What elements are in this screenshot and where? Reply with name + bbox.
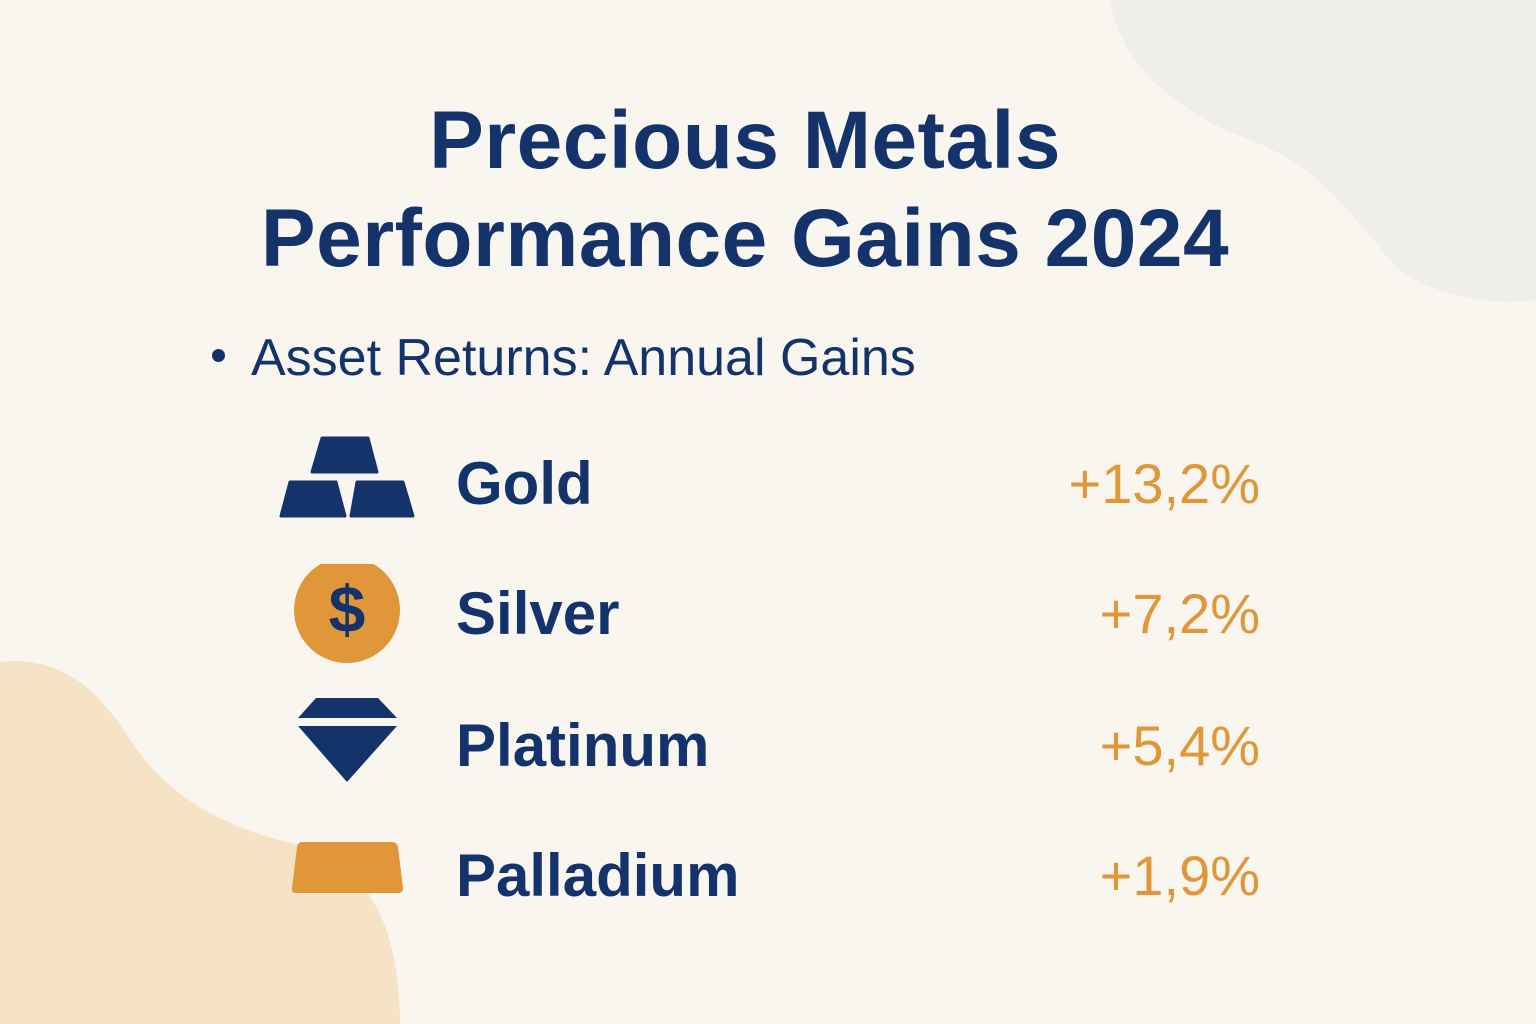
list-item-silver: $ Silver +7,2% (270, 564, 1260, 664)
title-line-2: Performance Gains 2024 (260, 193, 1230, 284)
svg-text:$: $ (329, 572, 366, 646)
metal-gain: +7,2% (1099, 582, 1260, 645)
subtitle-text: Asset Returns: Annual Gains (251, 329, 916, 387)
subtitle: Asset Returns: Annual Gains (212, 328, 916, 388)
metal-name: Palladium (456, 842, 740, 909)
metal-name: Silver (456, 580, 620, 647)
diamond-icon (298, 698, 397, 782)
metal-gain: +13,2% (1068, 452, 1261, 515)
bottom-left-blob (0, 661, 400, 1024)
metal-gain: +5,4% (1099, 714, 1260, 777)
gold-bars-icon (279, 436, 415, 518)
metal-name: Platinum (456, 712, 710, 779)
metal-name: Gold (456, 450, 593, 517)
dollar-coin-icon: $ (294, 564, 400, 663)
title-line-1: Precious Metals (429, 95, 1061, 186)
list-item-palladium: Palladium +1,9% (270, 826, 1260, 926)
metal-gain: +1,9% (1099, 844, 1260, 907)
page-title: Precious Metals Performance Gains 2024 (0, 92, 1490, 288)
top-right-blob (1110, 0, 1536, 302)
ingot-icon (291, 842, 403, 893)
bullet-icon (212, 348, 225, 362)
list-item-platinum: Platinum +5,4% (270, 696, 1260, 796)
list-item-gold: Gold +13,2% (270, 434, 1260, 534)
